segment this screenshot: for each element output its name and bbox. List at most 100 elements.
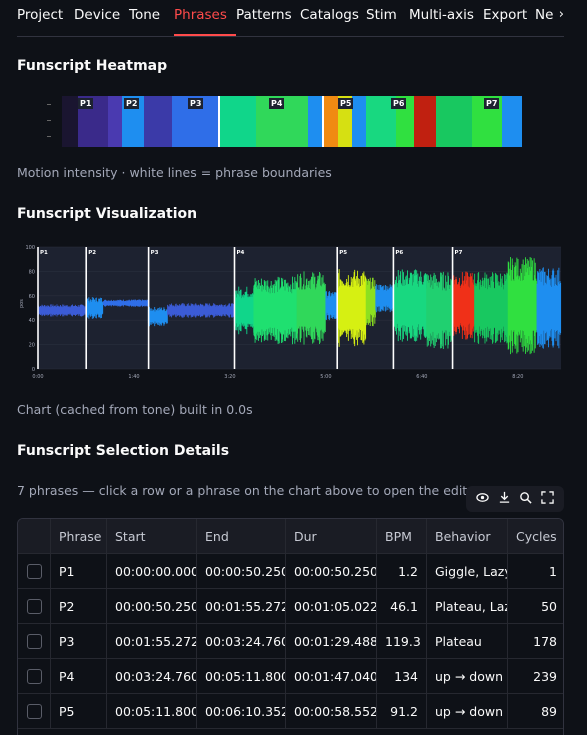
- chart-svg[interactable]: 100 80 60 40 20 0 pos 0:00 1:40 3:20 5:00 6:40 8:20 P…: [17, 244, 564, 384]
- cell-dur: 00:01:29.488: [286, 624, 377, 659]
- cell-behavior: Plateau: [427, 624, 508, 659]
- tab-phrases[interactable]: Phrases: [174, 7, 227, 23]
- heatmap-segment: [218, 96, 220, 147]
- tab-stim[interactable]: Stim: [366, 7, 397, 23]
- table-row[interactable]: P1 00:00:00.000 00:00:50.250 00:00:50.250 1.…: [18, 554, 563, 589]
- download-icon[interactable]: [497, 491, 511, 507]
- heatmap-axis: [47, 96, 55, 147]
- header-cycles[interactable]: Cycles: [516, 529, 557, 544]
- visualization-title: Funscript Visualization: [17, 206, 198, 222]
- heatmap-phrase-tag[interactable]: P5: [338, 98, 354, 109]
- table-row[interactable]: P5 00:05:11.800 00:06:10.352 00:00:58.552 91…: [18, 694, 563, 729]
- eye-icon[interactable]: [476, 491, 490, 507]
- row-checkbox[interactable]: [27, 599, 42, 614]
- x-tick-label: 5:00: [320, 374, 331, 380]
- chart-series-segment: [474, 272, 509, 344]
- heatmap-phrase-tag[interactable]: P4: [269, 98, 285, 109]
- heatmap-caption: Motion intensity · white lines = phrase …: [17, 165, 332, 180]
- row-checkbox[interactable]: [27, 669, 42, 684]
- tab-multi-axis[interactable]: Multi-axis: [409, 7, 474, 23]
- cell-cycles: 239: [533, 669, 557, 684]
- header-dur[interactable]: Dur: [286, 519, 377, 554]
- chart-series-segment: [167, 303, 235, 318]
- fullscreen-icon[interactable]: [540, 491, 554, 507]
- chart-series-line: [325, 291, 338, 321]
- funscript-chart[interactable]: 100 80 60 40 20 0 pos 0:00 1:40 3:20 5:00 6:40 8:20 P…: [17, 244, 564, 384]
- cell-phrase: P2: [51, 589, 107, 624]
- chevron-right-icon[interactable]: ›: [558, 7, 564, 22]
- chart-series-segment: [296, 271, 326, 345]
- row-checkbox[interactable]: [27, 564, 42, 579]
- chart-series-segment: [325, 291, 338, 321]
- cell-bpm: 46.1: [377, 589, 427, 624]
- x-tick-label: 1:40: [128, 374, 139, 380]
- visualization-caption: Chart (cached from tone) built in 0.0s: [17, 402, 253, 417]
- cell-end: 00:01:55.272: [197, 589, 286, 624]
- chart-series-segment: [426, 271, 453, 349]
- heatmap-segment: [414, 96, 436, 147]
- cell-cycles: 50: [541, 599, 557, 614]
- cell-start: 00:00:50.250: [107, 589, 197, 624]
- table-toolbar: [466, 486, 564, 512]
- row-checkbox[interactable]: [27, 704, 42, 719]
- cell-behavior: up → down: [427, 694, 508, 729]
- heatmap-segment: [308, 96, 322, 147]
- cell-phrase: P5: [51, 694, 107, 729]
- details-title: Funscript Selection Details: [17, 443, 230, 459]
- tab-device[interactable]: Device: [74, 7, 121, 23]
- cell-cycles: 1: [549, 564, 557, 579]
- header-start[interactable]: Start: [107, 519, 197, 554]
- cell-cycles: 178: [533, 634, 557, 649]
- heatmap-phrase-tag[interactable]: P3: [188, 98, 204, 109]
- tab-bar: Project Device Tone Phrases Patterns Cat…: [17, 0, 564, 37]
- phrase-label: P4: [236, 250, 244, 256]
- header-end[interactable]: End: [197, 519, 286, 554]
- tab-patterns[interactable]: Patterns: [236, 7, 292, 23]
- funscript-heatmap[interactable]: P1 P2 P3 P4 P5 P6 P7: [17, 96, 554, 147]
- chart-series-line: [365, 277, 376, 327]
- row-select-cell: [18, 659, 51, 694]
- cell-phrase: P3: [51, 624, 107, 659]
- tab-export[interactable]: Export: [483, 7, 528, 23]
- chart-series-line: [296, 271, 326, 345]
- active-tab-indicator: [174, 34, 236, 36]
- tab-tone[interactable]: Tone: [129, 7, 161, 23]
- search-icon[interactable]: [519, 491, 533, 507]
- header-phrase[interactable]: Phrase: [51, 519, 107, 554]
- chart-series-line: [474, 272, 509, 344]
- row-checkbox[interactable]: [27, 634, 42, 649]
- tab-project[interactable]: Project: [17, 7, 64, 23]
- row-select-cell: [18, 554, 51, 589]
- table-row[interactable]: P4 00:03:24.760 00:05:11.800 00:01:47.040 13…: [18, 659, 563, 694]
- table-header-row: Phrase Start End Dur BPM Behavior Cycles: [18, 519, 563, 554]
- heatmap-segment: [502, 96, 522, 147]
- chart-series-line: [536, 267, 562, 349]
- chart-series-line: [392, 269, 427, 342]
- cell-phrase: P4: [51, 659, 107, 694]
- cell-start: 00:00:00.000: [107, 554, 197, 589]
- y-tick-label: 80: [29, 269, 35, 275]
- heatmap-segment: [144, 96, 172, 147]
- header-bpm[interactable]: BPM: [377, 519, 427, 554]
- header-behavior[interactable]: Behavior: [427, 519, 508, 554]
- heatmap-phrase-tag[interactable]: P7: [484, 98, 500, 109]
- heatmap-segment: [220, 96, 256, 147]
- y-tick-label: 0: [32, 367, 35, 373]
- tab-catalogs[interactable]: Catalogs: [300, 7, 359, 23]
- chart-series-line: [85, 297, 104, 319]
- tab-next[interactable]: Ne: [535, 7, 554, 23]
- heatmap-title: Funscript Heatmap: [17, 58, 168, 74]
- heatmap-phrase-tag[interactable]: P1: [78, 98, 94, 109]
- table-row[interactable]: P3 00:01:55.272 00:03:24.760 00:01:29.488 11…: [18, 624, 563, 659]
- cell-bpm: 91.2: [377, 694, 427, 729]
- table-row[interactable]: P2 00:00:50.250 00:01:55.272 00:01:05.022 46…: [18, 589, 563, 624]
- heatmap-phrase-tag[interactable]: P6: [391, 98, 407, 109]
- heatmap-segment: [352, 96, 366, 147]
- row-select-cell: [18, 624, 51, 659]
- x-tick-label: 3:20: [224, 374, 235, 380]
- heatmap-phrase-tag[interactable]: P2: [124, 98, 140, 109]
- phrase-label: P6: [395, 250, 403, 256]
- cell-dur: 00:01:47.040: [286, 659, 377, 694]
- cell-start: 00:03:24.760: [107, 659, 197, 694]
- chart-series-segment: [392, 269, 427, 342]
